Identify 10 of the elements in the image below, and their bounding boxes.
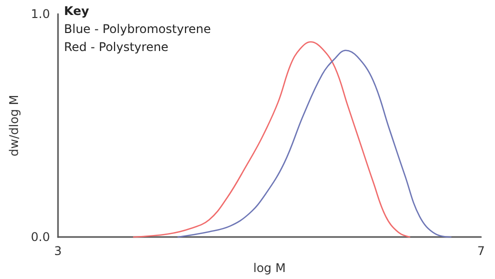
x-axis-title: log M: [253, 261, 286, 275]
y-tick-label: 0.0: [30, 230, 50, 244]
annotation: Red - Polystyrene: [64, 40, 168, 54]
y-axis-title: dw/dlog M: [7, 94, 21, 156]
x-tick-label: 3: [54, 244, 62, 258]
line-series: [176, 50, 452, 238]
y-tick-label: 1.0: [30, 7, 50, 21]
x-tick-label: 7: [477, 244, 485, 258]
annotation: Blue - Polybromostyrene: [64, 22, 211, 36]
annotation: Key: [64, 4, 90, 18]
